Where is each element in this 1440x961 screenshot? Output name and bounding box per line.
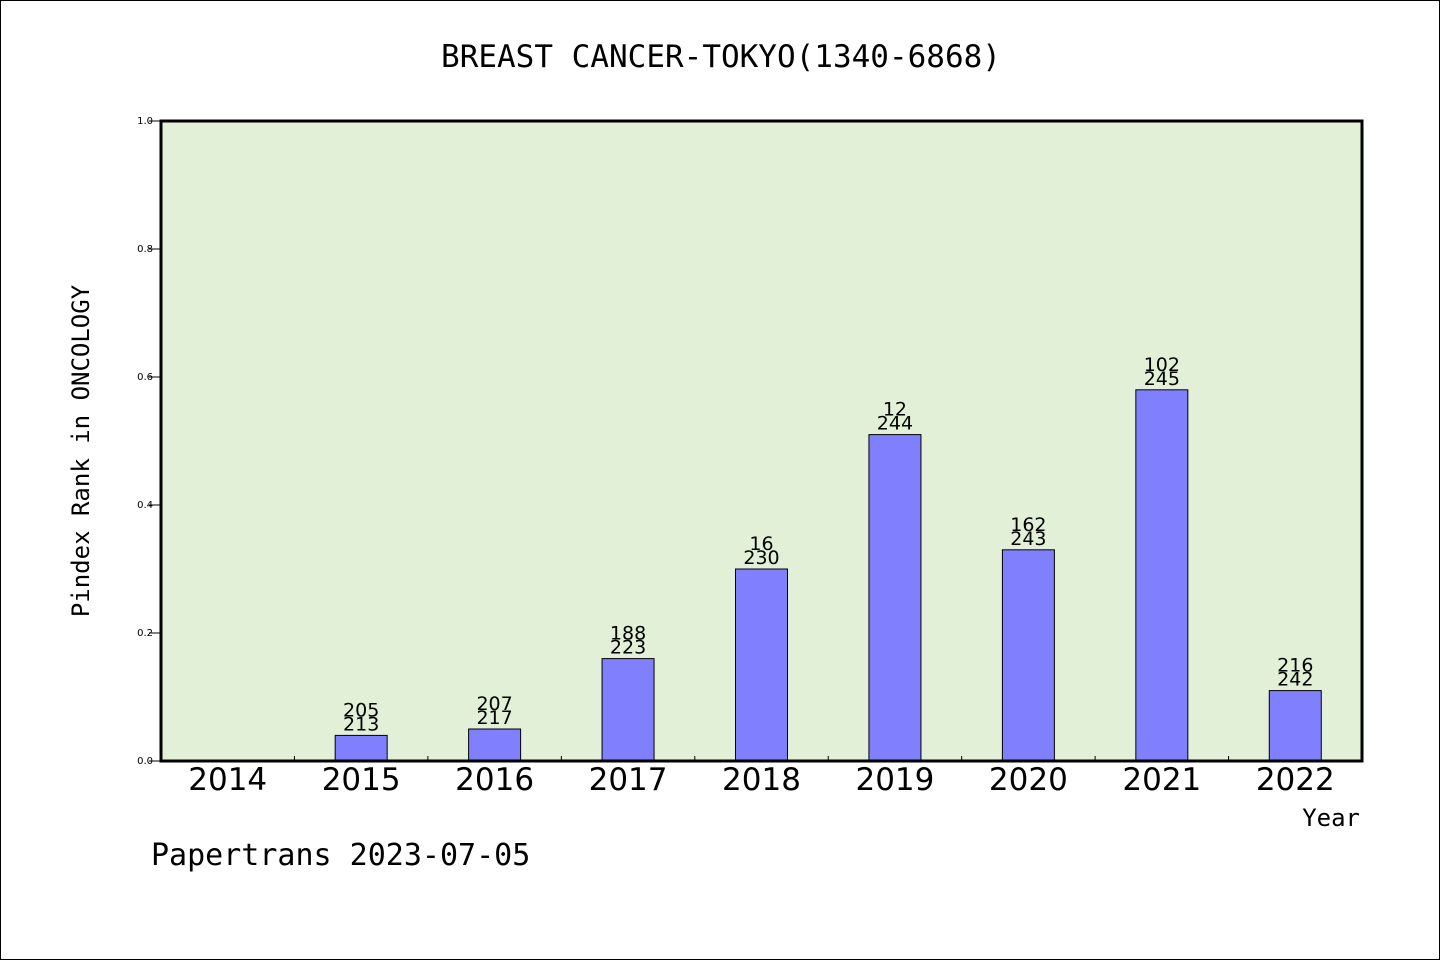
bar: [1135, 389, 1189, 762]
x-tick-label: 2015: [322, 762, 401, 798]
bar-label-bottom: 223: [610, 637, 646, 659]
bar: [735, 568, 788, 762]
bar-label-bottom: 245: [1144, 368, 1180, 390]
bar-label-bottom: 230: [743, 547, 779, 569]
y-tick-label: 0.0: [137, 756, 153, 767]
y-tick-label: 0.4: [137, 500, 153, 511]
x-tick-label: 2020: [989, 762, 1068, 798]
bar-label-top: 162: [1010, 514, 1046, 536]
y-tick-label: 1.0: [137, 116, 153, 127]
x-tick-label: 2014: [188, 762, 267, 798]
bar: [868, 434, 922, 762]
y-axis: 0.0 0.2 0.4 0.6 0.8 1.0: [137, 116, 161, 767]
x-tick-label: 2021: [1122, 762, 1201, 798]
bar-label-top: 102: [1144, 354, 1180, 376]
x-tick-label: 2016: [455, 762, 534, 798]
plot-border: [159, 119, 1364, 763]
x-tick-label: 2017: [589, 762, 668, 798]
bar-label-bottom: 243: [1010, 528, 1046, 550]
bar-label-bottom: 244: [877, 413, 913, 435]
bar-label-top: 12: [883, 399, 907, 421]
bar-label-bottom: 217: [476, 707, 512, 729]
bar: [1268, 690, 1322, 762]
x-tick-label: 2019: [855, 762, 934, 798]
bar-label-top: 16: [749, 533, 773, 555]
bar-label-top: 205: [343, 699, 379, 721]
bar-label-top: 188: [610, 623, 646, 645]
bar-label-bottom: 242: [1277, 669, 1313, 691]
bar-label-bottom: 213: [343, 713, 379, 735]
y-tick-label: 0.6: [137, 372, 153, 383]
y-tick-label: 0.8: [137, 244, 153, 255]
chart-title: BREAST CANCER-TOKYO(1340-6868): [441, 39, 1001, 75]
x-tick-label: 2018: [722, 762, 801, 798]
x-tick-label: 2022: [1256, 762, 1335, 798]
bar: [334, 734, 388, 762]
bar: [601, 658, 655, 762]
bar: [1001, 549, 1055, 762]
x-axis: 2014 2015 2016 2017 2018 2019 2020 2021 2022: [188, 756, 1335, 798]
bar-label-top: 207: [476, 693, 512, 715]
bar-label-top: 216: [1277, 655, 1313, 677]
bar: [468, 728, 522, 762]
x-axis-label: Year: [1302, 804, 1360, 832]
footer-credit: Papertrans 2023-07-05: [151, 838, 530, 873]
y-axis-label: Pindex Rank in ONCOLOGY: [67, 284, 95, 617]
y-tick-label: 0.2: [137, 628, 153, 639]
